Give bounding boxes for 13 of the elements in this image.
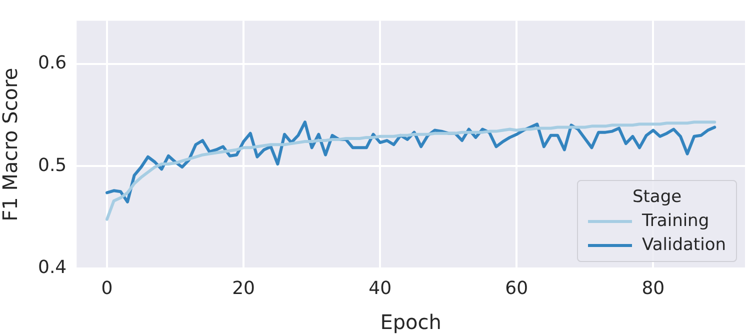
y-tick-label: 0.6 [38,52,67,74]
legend-label: Training [642,210,710,234]
x-tick-label: 40 [368,278,392,299]
x-tick-label: 20 [232,278,255,299]
y-axis-title: F1 Macro Score [0,68,22,222]
legend-label: Validation [642,234,726,258]
x-tick-label: 80 [642,278,665,299]
x-tick-label: 0 [101,278,113,299]
x-tick-label: 60 [505,278,528,299]
y-tick-label: 0.5 [38,154,67,176]
y-tick-label: 0.4 [38,257,67,278]
legend-title: Stage [631,186,683,210]
x-axis-title: Epoch [380,310,442,334]
